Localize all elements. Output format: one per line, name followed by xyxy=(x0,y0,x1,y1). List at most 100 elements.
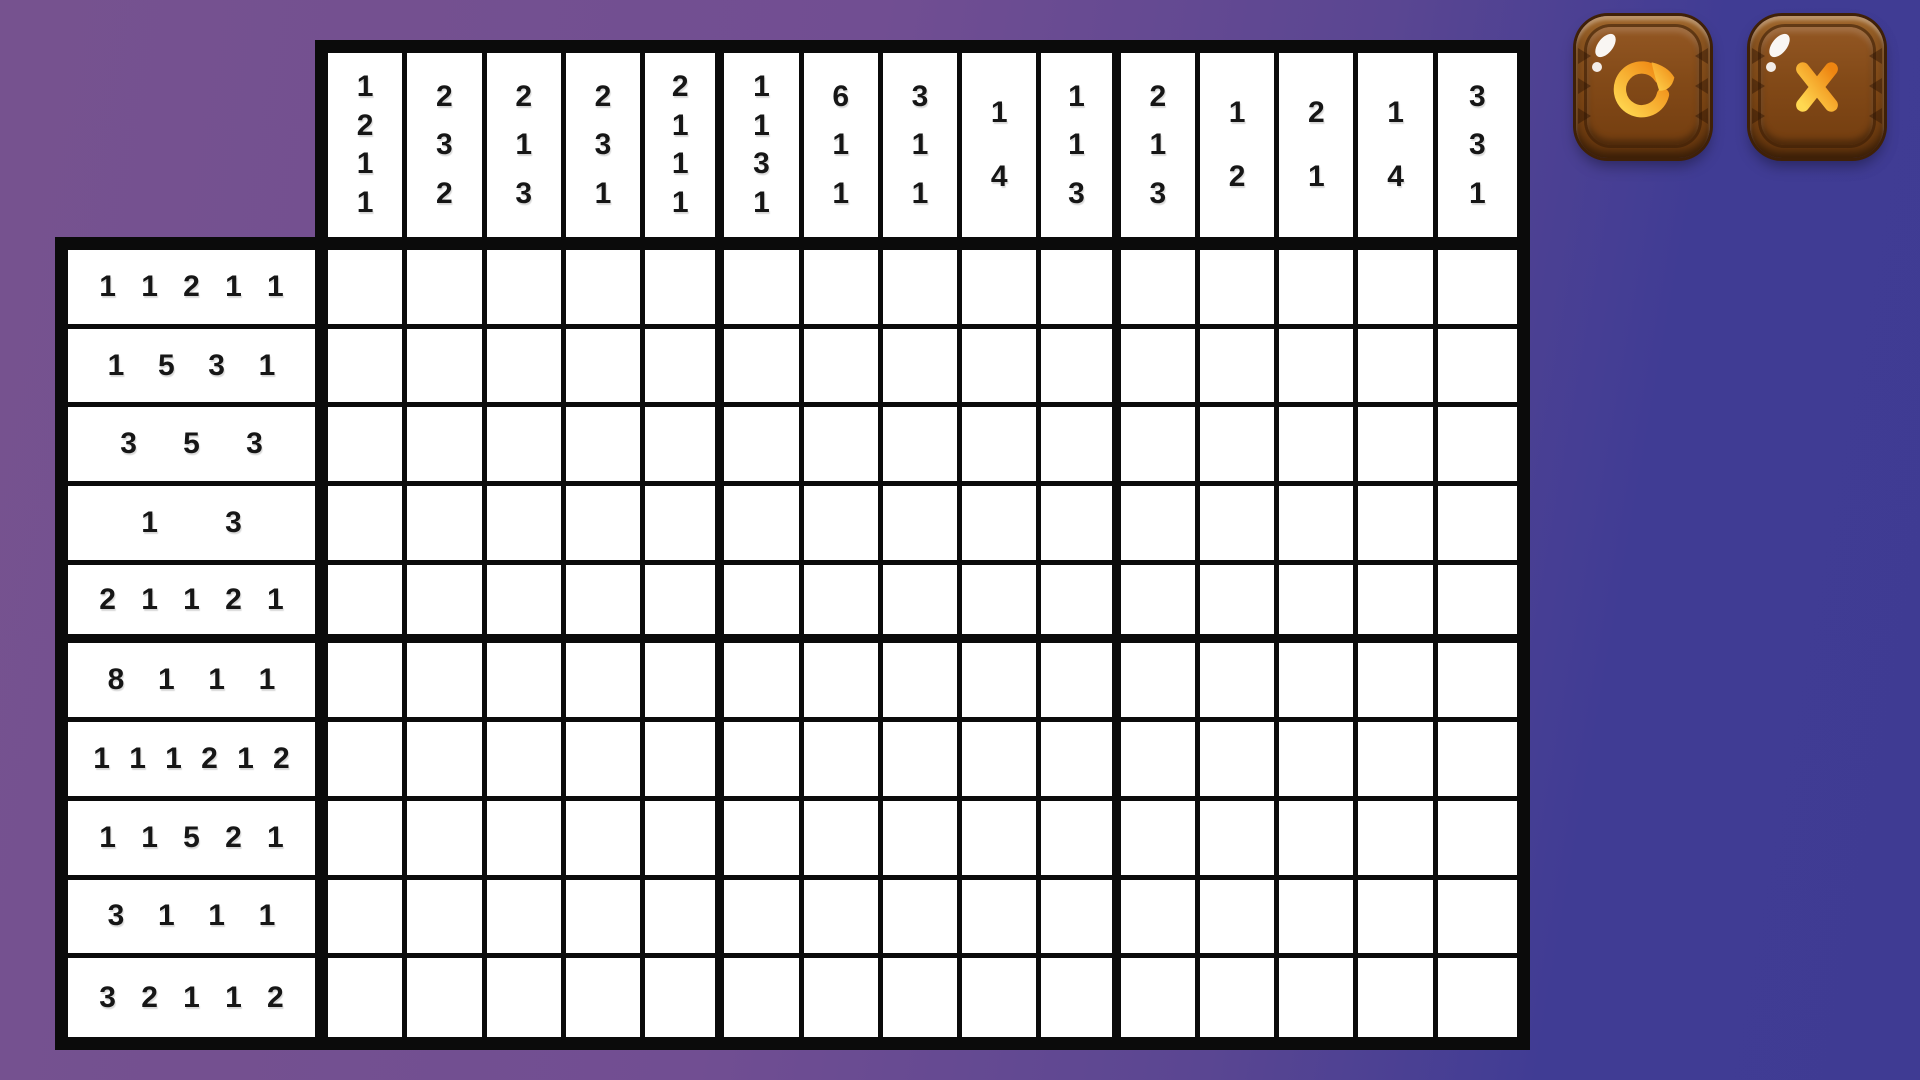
grid-cell-r6-c4[interactable] xyxy=(565,643,646,723)
close-button[interactable] xyxy=(1750,16,1884,158)
grid-cell-r1-c15[interactable] xyxy=(1437,250,1517,329)
grid-cell-r7-c12[interactable] xyxy=(1199,722,1280,801)
grid-cell-r3-c14[interactable] xyxy=(1358,407,1438,487)
grid-cell-r3-c12[interactable] xyxy=(1199,407,1280,487)
grid-cell-r7-c1[interactable] xyxy=(328,722,408,801)
grid-cell-r1-c3[interactable] xyxy=(486,250,566,329)
grid-cell-r9-c12[interactable] xyxy=(1199,879,1280,959)
grid-cell-r8-c5[interactable] xyxy=(645,800,725,880)
grid-cell-r10-c12[interactable] xyxy=(1199,958,1280,1037)
grid-cell-r8-c14[interactable] xyxy=(1358,800,1438,880)
grid-cell-r7-c14[interactable] xyxy=(1358,722,1438,801)
grid-cell-r3-c5[interactable] xyxy=(645,407,725,487)
grid-cell-r6-c1[interactable] xyxy=(328,643,408,723)
grid-cell-r4-c1[interactable] xyxy=(328,486,408,565)
grid-cell-r4-c8[interactable] xyxy=(882,486,963,565)
grid-cell-r3-c1[interactable] xyxy=(328,407,408,487)
grid-cell-r2-c8[interactable] xyxy=(882,328,963,408)
grid-cell-r8-c8[interactable] xyxy=(882,800,963,880)
grid-cell-r5-c13[interactable] xyxy=(1279,564,1359,644)
grid-cell-r8-c7[interactable] xyxy=(803,800,883,880)
grid-cell-r5-c15[interactable] xyxy=(1437,564,1517,644)
grid-cell-r1-c11[interactable] xyxy=(1120,250,1200,329)
grid-cell-r8-c6[interactable] xyxy=(724,800,804,880)
grid-cell-r9-c10[interactable] xyxy=(1041,879,1121,959)
grid-cell-r8-c1[interactable] xyxy=(328,800,408,880)
grid-cell-r10-c9[interactable] xyxy=(962,958,1042,1037)
grid-cell-r2-c4[interactable] xyxy=(565,328,646,408)
grid-cell-r8-c2[interactable] xyxy=(407,800,487,880)
grid-cell-r1-c13[interactable] xyxy=(1279,250,1359,329)
grid-cell-r5-c7[interactable] xyxy=(803,564,883,644)
grid-cell-r5-c6[interactable] xyxy=(724,564,804,644)
grid-cell-r7-c8[interactable] xyxy=(882,722,963,801)
grid-cell-r10-c10[interactable] xyxy=(1041,958,1121,1037)
grid-cell-r3-c3[interactable] xyxy=(486,407,566,487)
grid-cell-r1-c12[interactable] xyxy=(1199,250,1280,329)
grid-cell-r9-c2[interactable] xyxy=(407,879,487,959)
grid-cell-r3-c7[interactable] xyxy=(803,407,883,487)
grid-cell-r1-c2[interactable] xyxy=(407,250,487,329)
grid-cell-r3-c2[interactable] xyxy=(407,407,487,487)
grid-cell-r10-c1[interactable] xyxy=(328,958,408,1037)
grid-cell-r8-c11[interactable] xyxy=(1120,800,1200,880)
grid-cell-r10-c2[interactable] xyxy=(407,958,487,1037)
grid-cell-r2-c11[interactable] xyxy=(1120,328,1200,408)
grid-cell-r1-c1[interactable] xyxy=(328,250,408,329)
grid-cell-r6-c3[interactable] xyxy=(486,643,566,723)
grid-cell-r10-c11[interactable] xyxy=(1120,958,1200,1037)
grid-cell-r5-c4[interactable] xyxy=(565,564,646,644)
grid-cell-r5-c8[interactable] xyxy=(882,564,963,644)
grid-cell-r2-c5[interactable] xyxy=(645,328,725,408)
grid-cell-r5-c9[interactable] xyxy=(962,564,1042,644)
restart-button[interactable] xyxy=(1576,16,1710,158)
grid-cell-r4-c6[interactable] xyxy=(724,486,804,565)
grid-cell-r7-c11[interactable] xyxy=(1120,722,1200,801)
grid-cell-r5-c12[interactable] xyxy=(1199,564,1280,644)
grid-cell-r9-c3[interactable] xyxy=(486,879,566,959)
grid-cell-r9-c9[interactable] xyxy=(962,879,1042,959)
grid-cell-r1-c5[interactable] xyxy=(645,250,725,329)
grid-cell-r9-c15[interactable] xyxy=(1437,879,1517,959)
grid-cell-r4-c4[interactable] xyxy=(565,486,646,565)
grid-cell-r6-c10[interactable] xyxy=(1041,643,1121,723)
grid-cell-r1-c8[interactable] xyxy=(882,250,963,329)
grid-cell-r9-c13[interactable] xyxy=(1279,879,1359,959)
grid-cell-r10-c13[interactable] xyxy=(1279,958,1359,1037)
grid-cell-r6-c7[interactable] xyxy=(803,643,883,723)
grid-cell-r9-c1[interactable] xyxy=(328,879,408,959)
grid-cell-r7-c4[interactable] xyxy=(565,722,646,801)
grid-cell-r8-c3[interactable] xyxy=(486,800,566,880)
grid-cell-r8-c13[interactable] xyxy=(1279,800,1359,880)
grid-cell-r10-c6[interactable] xyxy=(724,958,804,1037)
grid-cell-r2-c9[interactable] xyxy=(962,328,1042,408)
grid-cell-r3-c8[interactable] xyxy=(882,407,963,487)
grid-cell-r4-c15[interactable] xyxy=(1437,486,1517,565)
grid-cell-r1-c14[interactable] xyxy=(1358,250,1438,329)
grid-cell-r5-c14[interactable] xyxy=(1358,564,1438,644)
grid-cell-r5-c1[interactable] xyxy=(328,564,408,644)
grid-cell-r6-c9[interactable] xyxy=(962,643,1042,723)
grid-cell-r2-c12[interactable] xyxy=(1199,328,1280,408)
grid-cell-r4-c13[interactable] xyxy=(1279,486,1359,565)
grid-cell-r7-c9[interactable] xyxy=(962,722,1042,801)
grid-cell-r5-c2[interactable] xyxy=(407,564,487,644)
grid-cell-r1-c6[interactable] xyxy=(724,250,804,329)
grid-cell-r4-c14[interactable] xyxy=(1358,486,1438,565)
grid-cell-r9-c11[interactable] xyxy=(1120,879,1200,959)
grid-cell-r3-c11[interactable] xyxy=(1120,407,1200,487)
grid-cell-r3-c6[interactable] xyxy=(724,407,804,487)
grid-cell-r5-c10[interactable] xyxy=(1041,564,1121,644)
grid-cell-r2-c6[interactable] xyxy=(724,328,804,408)
grid-cell-r4-c11[interactable] xyxy=(1120,486,1200,565)
grid-cell-r7-c13[interactable] xyxy=(1279,722,1359,801)
grid-cell-r3-c9[interactable] xyxy=(962,407,1042,487)
grid-cell-r7-c5[interactable] xyxy=(645,722,725,801)
grid-cell-r9-c14[interactable] xyxy=(1358,879,1438,959)
grid-cell-r8-c9[interactable] xyxy=(962,800,1042,880)
grid-cell-r7-c7[interactable] xyxy=(803,722,883,801)
grid-cell-r4-c9[interactable] xyxy=(962,486,1042,565)
grid-cell-r2-c3[interactable] xyxy=(486,328,566,408)
grid-cell-r6-c5[interactable] xyxy=(645,643,725,723)
grid-cell-r10-c7[interactable] xyxy=(803,958,883,1037)
